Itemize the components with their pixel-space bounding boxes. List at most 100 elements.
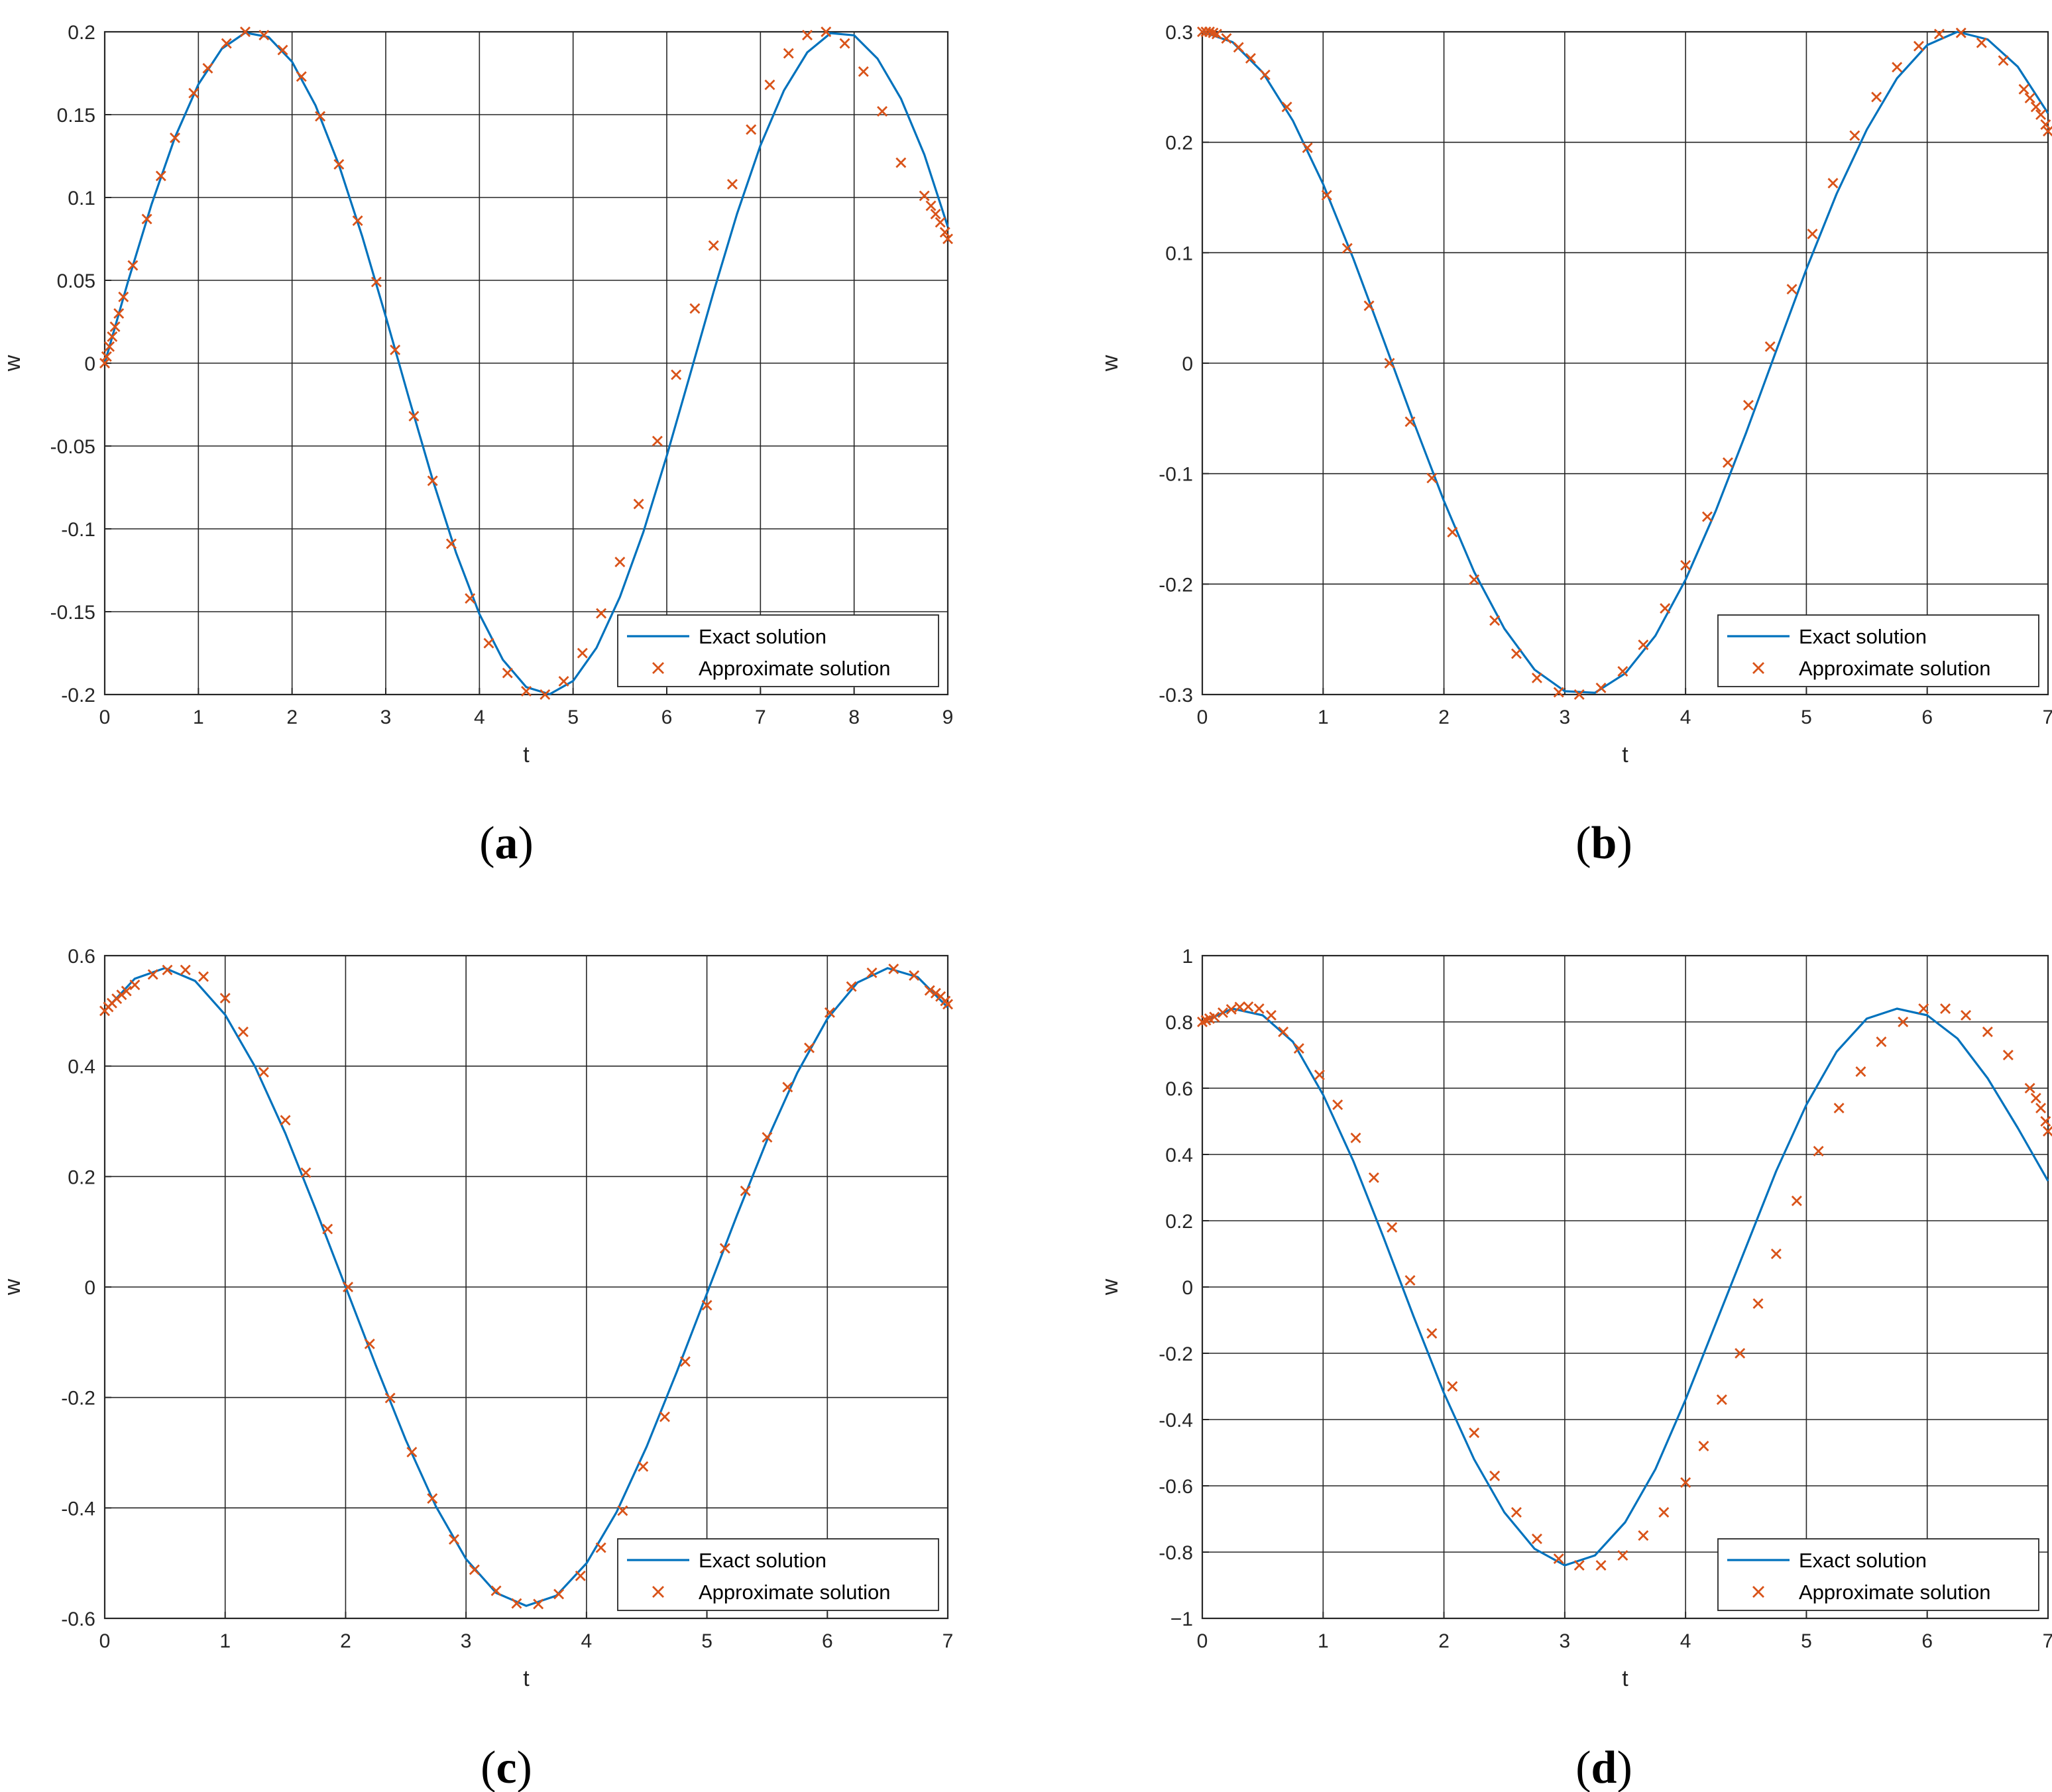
marker-point: [689, 303, 701, 314]
marker-point: [2030, 1093, 2041, 1103]
marker-point: [1253, 1003, 1265, 1014]
marker-point: [740, 1186, 751, 1196]
marker-point: [219, 993, 231, 1004]
marker-point: [1384, 358, 1395, 368]
marker-point: [1226, 1004, 1237, 1015]
series-markers-approximate: [1197, 27, 2052, 700]
chart-panel-b: 0 1 2 3 4 5 6 7 -0.3 -0.2 -0.1 0 0.1 0.2 0.3 t w Exact so…: [1098, 22, 2052, 869]
marker-point: [1595, 1560, 1607, 1571]
marker-point: [1982, 1027, 1993, 1037]
marker-point: [746, 124, 757, 135]
marker-point: [1553, 687, 1564, 698]
marker-point: [1976, 37, 1987, 48]
marker-point: [1243, 1001, 1254, 1012]
x-tick-label: 9: [942, 706, 954, 728]
legend-label-exact: Exact solution: [1799, 625, 1927, 648]
marker-point: [858, 66, 869, 77]
y-tick-label: 0.4: [1165, 1145, 1193, 1166]
marker-point: [343, 1282, 354, 1292]
marker-point: [596, 608, 607, 619]
marker-point: [1211, 28, 1222, 40]
marker-point: [2043, 1126, 2052, 1137]
marker-point: [2035, 109, 2047, 120]
marker-point: [1531, 673, 1542, 683]
legend-box: [617, 614, 939, 687]
legend-marker-swatch: [1752, 1586, 1764, 1598]
legend-label-approximate: Approximate solution: [699, 1581, 891, 1604]
marker-point: [1404, 1275, 1416, 1286]
marker-point: [118, 292, 129, 302]
x-axis-label: t: [523, 1666, 530, 1691]
y-tick-label: -0.4: [1159, 1410, 1193, 1431]
marker-point: [237, 1027, 249, 1037]
marker-point: [1314, 1070, 1325, 1080]
panel-label: (d): [1575, 1742, 1632, 1792]
marker-point: [783, 48, 794, 59]
marker-point: [1573, 689, 1585, 700]
marker-point: [364, 1338, 375, 1349]
marker-point: [2002, 1050, 2014, 1060]
marker-point: [2040, 1116, 2051, 1127]
series-markers-approximate: [99, 27, 953, 700]
x-tick-label: 8: [848, 706, 860, 728]
marker-point: [762, 1132, 773, 1143]
y-tick-label: -0.1: [61, 519, 95, 541]
legend: Exact solution Approximate solution: [617, 614, 939, 687]
marker-point: [258, 1066, 269, 1078]
legend-box: [1717, 614, 2039, 687]
legend-label-approximate: Approximate solution: [699, 657, 891, 680]
x-axis-label: t: [1622, 742, 1628, 767]
marker-point: [221, 38, 232, 49]
marker-point: [352, 215, 363, 226]
chart-panel-c: 0 1 2 3 4 5 6 7 -0.6 -0.4 -0.2 0 0.2 0.4 0.6 t w Exact so…: [0, 946, 953, 1792]
marker-point: [521, 686, 532, 697]
marker-point: [804, 1042, 815, 1054]
marker-point: [390, 345, 401, 355]
marker-point: [1786, 284, 1797, 295]
x-tick-label: 4: [581, 1630, 593, 1652]
marker-point: [427, 1493, 438, 1504]
x-tick-label: 3: [380, 706, 392, 728]
y-tick-label: 0.1: [68, 188, 95, 209]
marker-point: [553, 1589, 565, 1600]
y-tick-label: -0.6: [1159, 1476, 1193, 1498]
x-tick-label: 5: [1801, 1630, 1812, 1652]
marker-point: [1680, 560, 1691, 571]
series-line-exact: [1202, 1007, 2049, 1567]
marker-point: [127, 260, 139, 271]
marker-point: [1404, 416, 1416, 427]
x-tick-label: 0: [1197, 1630, 1208, 1652]
x-tick-label: 2: [1438, 706, 1450, 728]
marker-point: [1553, 1553, 1564, 1564]
marker-point: [406, 1447, 418, 1458]
y-axis-label: w: [1098, 355, 1123, 372]
y-tick-label: 0.8: [1165, 1012, 1193, 1034]
marker-point: [533, 1598, 544, 1610]
panel-label: (a): [479, 818, 534, 869]
x-tick-label: 2: [1438, 1630, 1450, 1652]
marker-point: [322, 1223, 333, 1235]
marker-point: [1658, 1507, 1670, 1518]
marker-point: [701, 1300, 712, 1311]
panel-letter: a: [495, 818, 518, 869]
marker-point: [1426, 1328, 1438, 1339]
marker-point: [877, 106, 888, 117]
y-tick-label: -0.8: [1159, 1542, 1193, 1564]
marker-point: [1447, 1381, 1458, 1392]
y-tick-label: -0.05: [50, 436, 95, 458]
marker-point: [315, 111, 326, 122]
marker-point: [1871, 91, 1882, 103]
marker-point: [155, 170, 166, 182]
panel-letter: d: [1591, 1742, 1617, 1792]
marker-point: [617, 1505, 628, 1516]
marker-point: [1302, 142, 1313, 153]
y-axis-label: w: [0, 1278, 25, 1296]
marker-point: [942, 999, 953, 1010]
marker-point: [659, 1411, 670, 1422]
marker-point: [909, 970, 920, 981]
marker-point: [198, 971, 209, 982]
marker-point: [2035, 1103, 2047, 1113]
marker-point: [633, 498, 644, 510]
legend-label-exact: Exact solution: [699, 1549, 826, 1572]
y-tick-label: 0.3: [1165, 22, 1193, 44]
